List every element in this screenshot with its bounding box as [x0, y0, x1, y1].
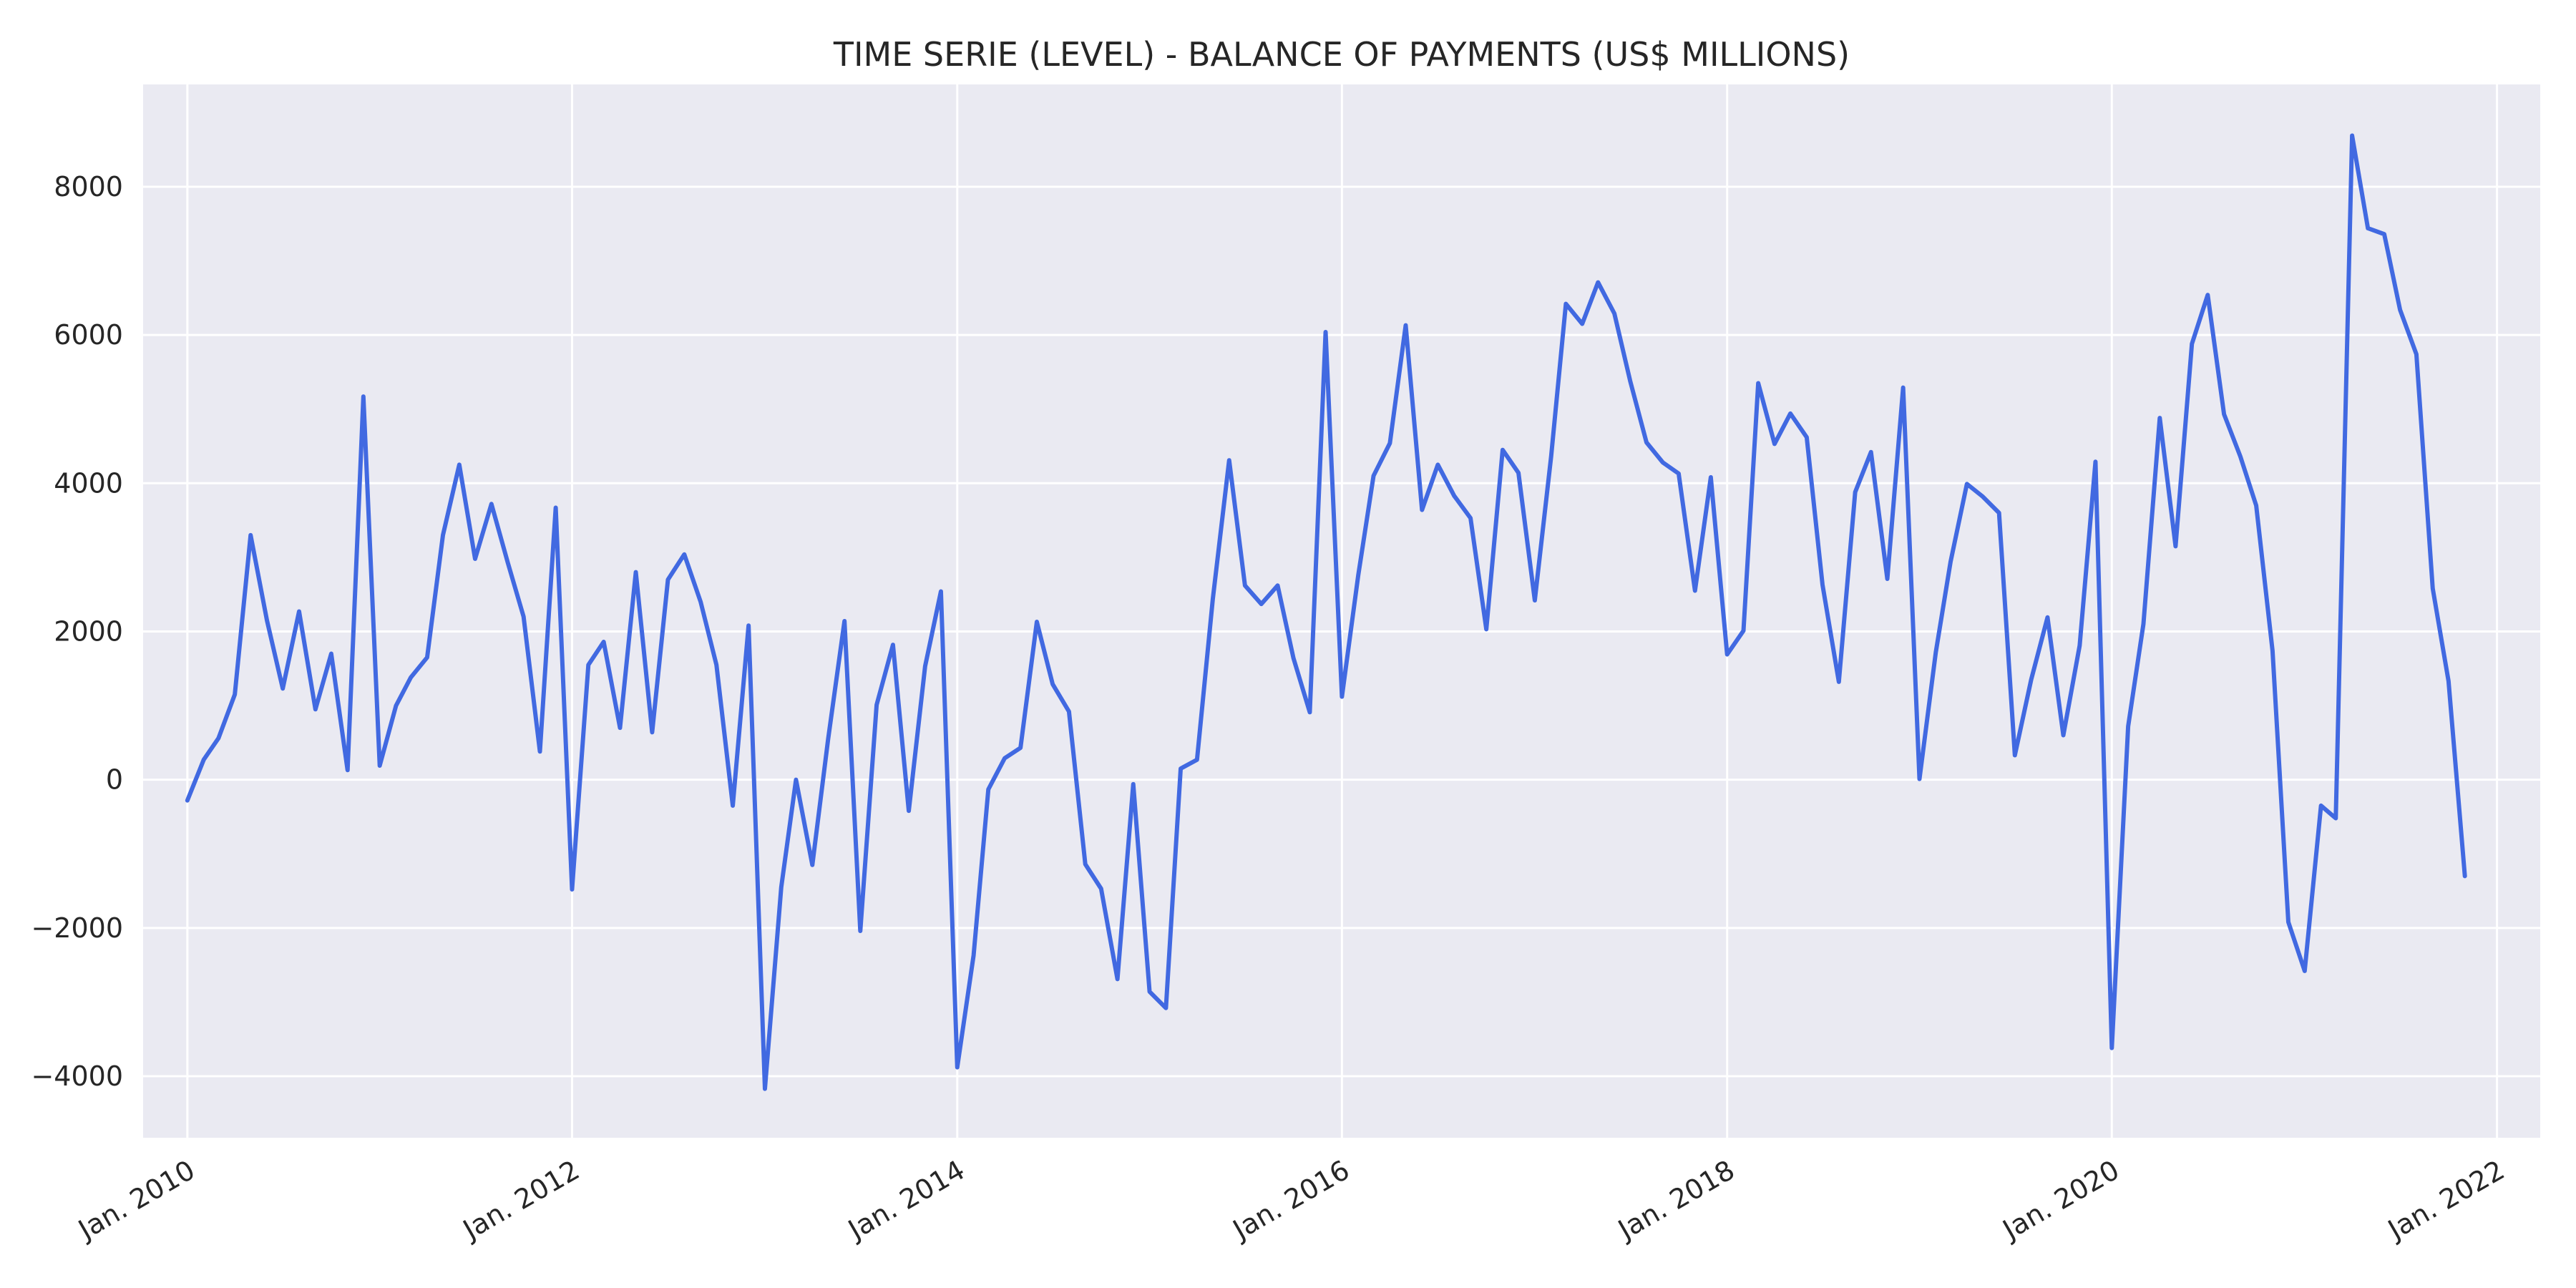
- series-line: [185, 133, 2467, 1091]
- y-tick-label: 4000: [54, 467, 123, 499]
- grid-layer: [143, 84, 2540, 1138]
- y-tick-label: −2000: [31, 912, 123, 944]
- x-tick-label: Jan. 2022: [2381, 1154, 2509, 1246]
- x-tick-label: Jan. 2020: [1996, 1154, 2124, 1246]
- x-tick-label: Jan. 2010: [72, 1154, 200, 1246]
- y-tick-label: 6000: [54, 319, 123, 351]
- y-tick-labels: −4000 −2000 0 2000 4000 6000 8000: [31, 171, 123, 1092]
- series-layer: [185, 133, 2467, 1091]
- x-tick-label: Jan. 2014: [841, 1154, 970, 1246]
- x-tick-label: Jan. 2016: [1226, 1154, 1355, 1246]
- x-tick-labels: Jan. 2010 Jan. 2012 Jan. 2014 Jan. 2016 Jan.…: [72, 1154, 2510, 1246]
- y-tick-label: 2000: [54, 615, 123, 647]
- y-tick-label: −4000: [31, 1060, 123, 1092]
- y-tick-label: 0: [106, 764, 123, 796]
- x-tick-label: Jan. 2018: [1611, 1154, 1740, 1246]
- x-tick-label: Jan. 2012: [457, 1154, 585, 1246]
- chart-title: TIME SERIE (LEVEL) - BALANCE OF PAYMENTS…: [833, 35, 1850, 74]
- y-tick-label: 8000: [54, 171, 123, 203]
